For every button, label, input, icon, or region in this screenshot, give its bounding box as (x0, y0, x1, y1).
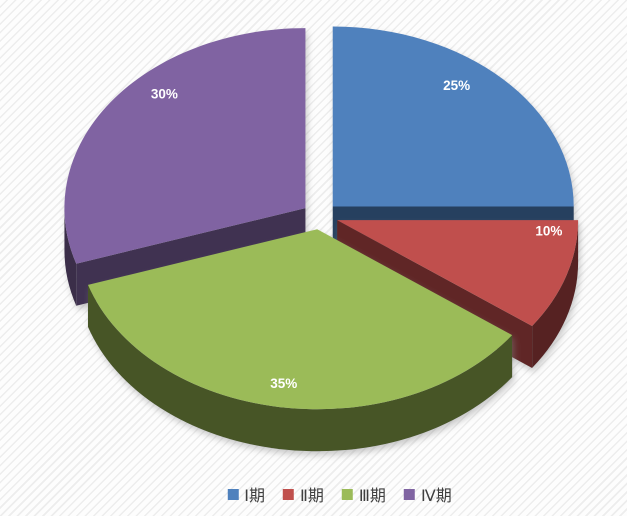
legend: Ⅰ期 Ⅱ期 Ⅲ期 Ⅳ期 (227, 482, 452, 506)
data-label: 25% (443, 78, 470, 93)
pie-slice-2[interactable] (87, 229, 513, 452)
legend-swatch-icon (403, 488, 415, 500)
legend-label: Ⅱ期 (300, 488, 324, 505)
pie-slice-face[interactable] (332, 26, 574, 207)
legend-item-1[interactable]: Ⅱ期 (283, 482, 324, 506)
pie-slice-face[interactable] (87, 229, 513, 410)
pie-slice-face[interactable] (87, 284, 513, 452)
pie-slice-face[interactable] (64, 208, 77, 306)
legend-label: Ⅲ期 (358, 488, 386, 505)
data-label: 30% (151, 87, 178, 102)
pie-slice-face[interactable] (337, 220, 579, 326)
pie-slice-face[interactable] (532, 220, 579, 368)
legend-item-3[interactable]: Ⅳ期 (403, 482, 452, 506)
legend-swatch-icon (341, 488, 353, 500)
legend-label: Ⅳ期 (420, 488, 452, 505)
pie-chart: 25% 10% 35% 30% (64, 26, 579, 452)
pie-slice-face[interactable] (64, 28, 306, 264)
data-label: 10% (535, 224, 562, 239)
legend-label: Ⅰ期 (244, 488, 266, 505)
legend-swatch-icon (283, 488, 295, 500)
legend-item-2[interactable]: Ⅲ期 (341, 482, 386, 506)
pie-slice-0[interactable] (332, 26, 574, 249)
legend-swatch-icon (227, 488, 239, 500)
legend-item-0[interactable]: Ⅰ期 (227, 482, 265, 506)
data-label: 35% (270, 376, 297, 391)
